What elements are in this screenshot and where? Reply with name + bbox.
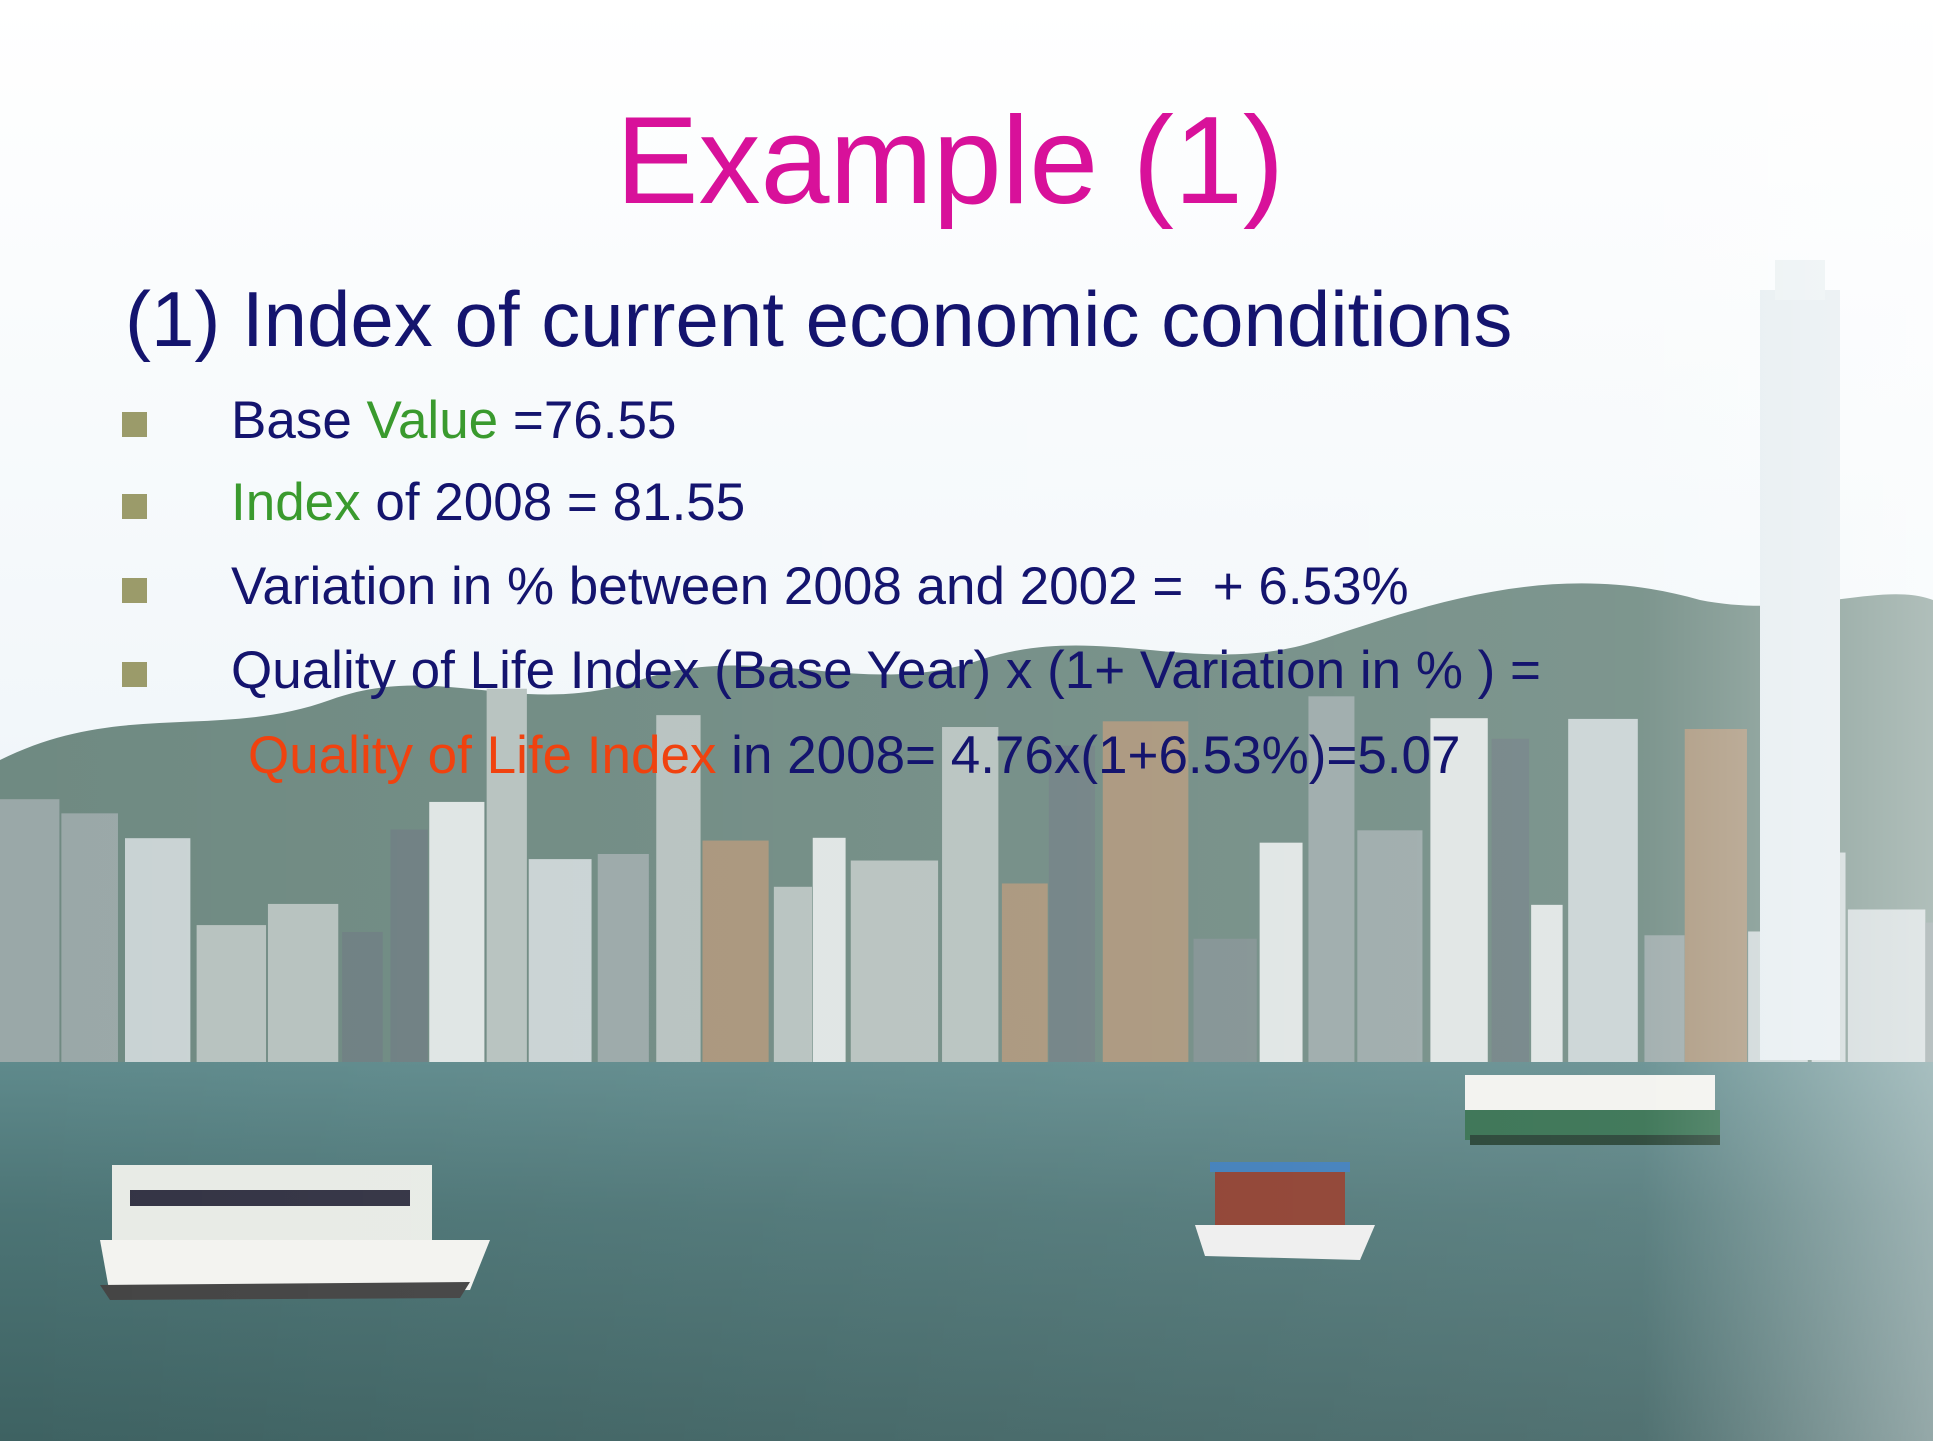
text-run: Quality of Life Index (Base Year) x (1+ … bbox=[231, 641, 1541, 700]
bullet-marker bbox=[122, 494, 147, 519]
bullet-marker bbox=[122, 578, 147, 603]
bullet: Quality of Life Index (Base Year) x (1+ … bbox=[231, 641, 1541, 700]
bullet: Base Value =76.55 bbox=[231, 391, 676, 450]
subtitle: (1) Index of current economic conditions bbox=[125, 275, 1512, 363]
bullet: Variation in % between 2008 and 2002 = +… bbox=[231, 557, 1409, 616]
result-line: Quality of Life Index in 2008= 4.76x(1+6… bbox=[248, 726, 1460, 785]
text-run: of 2008 = 81.55 bbox=[361, 473, 746, 532]
bullet: Index of 2008 = 81.55 bbox=[231, 473, 745, 532]
text-run: =76.55 bbox=[498, 391, 676, 450]
bullet-marker bbox=[122, 412, 147, 437]
highlight: Value bbox=[367, 391, 499, 450]
text-run: Variation in % between 2008 and 2002 = +… bbox=[231, 557, 1409, 616]
slide-title: Example (1) bbox=[616, 92, 1284, 230]
highlight: Quality of Life Index bbox=[248, 726, 716, 785]
bullet-marker bbox=[122, 662, 147, 687]
slide: Example (1) (1) Index of current economi… bbox=[0, 0, 1933, 1441]
text-run: in 2008= 4.76x(1+6.53%)=5.07 bbox=[716, 726, 1460, 785]
page: Example (1) (1) Index of current economi… bbox=[0, 0, 1933, 1441]
highlight: Index bbox=[231, 473, 361, 532]
text-run: Base bbox=[231, 391, 367, 450]
